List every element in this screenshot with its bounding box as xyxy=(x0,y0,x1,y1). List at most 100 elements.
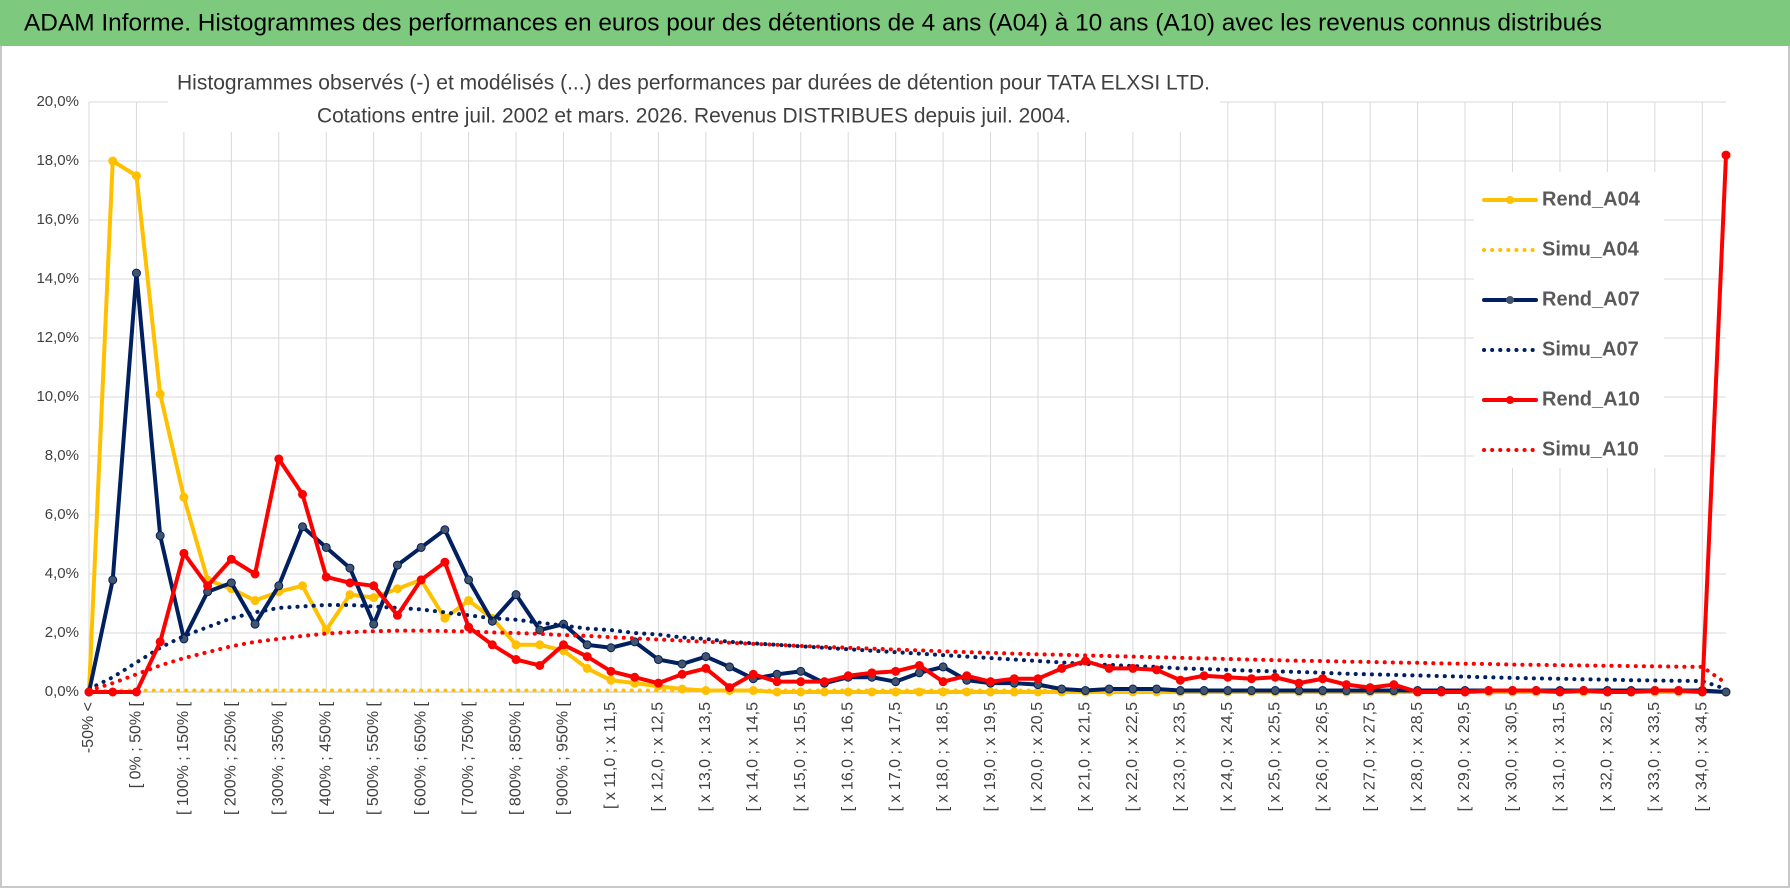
series-marker xyxy=(1579,686,1589,696)
series-marker xyxy=(487,640,497,650)
series-marker xyxy=(725,683,735,693)
series-marker xyxy=(1484,686,1494,696)
series-marker xyxy=(1270,686,1280,696)
series-marker xyxy=(1436,687,1446,697)
series-marker xyxy=(535,660,545,670)
series-marker xyxy=(1104,684,1114,694)
x-tick-label: [ 500% ; 550% [ xyxy=(365,701,382,815)
series-marker xyxy=(511,655,521,665)
series-marker xyxy=(321,542,331,552)
series-marker xyxy=(298,581,308,591)
y-tick-label: 16,0% xyxy=(36,211,79,228)
series-marker xyxy=(1650,686,1660,696)
x-tick-label: [ 700% ; 750% [ xyxy=(460,701,477,815)
series-marker xyxy=(369,593,379,603)
series-marker xyxy=(1223,686,1233,696)
header-title: ADAM Informe. Histogrammes des performan… xyxy=(24,9,1602,36)
series-marker xyxy=(250,569,260,579)
series-marker xyxy=(250,596,260,606)
series-marker xyxy=(748,669,758,679)
chart-subtitle: Cotations entre juil. 2002 et mars. 2026… xyxy=(317,105,1071,128)
title-background xyxy=(168,66,1220,132)
series-marker xyxy=(582,652,592,662)
x-tick-label: [ x 18,0 ; x 18,5 xyxy=(934,702,951,812)
series-marker xyxy=(630,672,640,682)
x-tick-label: [ x 14,0 ; x 14,5 xyxy=(745,702,762,812)
series-line xyxy=(87,628,1728,693)
series-marker xyxy=(653,655,663,665)
x-tick-label: [ x 22,0 ; x 22,5 xyxy=(1124,702,1141,812)
series-marker xyxy=(962,671,972,681)
series-marker xyxy=(677,669,687,679)
x-tick-label: [ x 34,0 ; x 34,5 xyxy=(1693,702,1710,812)
x-tick-label: [ x 31,0 ; x 31,5 xyxy=(1551,702,1568,812)
series-marker xyxy=(796,666,806,676)
series-marker xyxy=(464,575,474,585)
series-marker xyxy=(772,677,782,687)
series-marker xyxy=(1626,687,1636,697)
series-marker xyxy=(1128,663,1138,673)
series-marker xyxy=(558,640,568,650)
series-marker xyxy=(511,590,521,600)
legend-box xyxy=(1474,172,1664,468)
series-marker xyxy=(345,578,355,588)
series-marker xyxy=(1033,674,1043,684)
series-marker xyxy=(1413,687,1423,697)
series-marker xyxy=(1697,687,1707,697)
series-marker xyxy=(1152,684,1162,694)
series-marker xyxy=(416,542,426,552)
y-tick-label: 2,0% xyxy=(45,624,79,641)
series-marker xyxy=(725,662,735,672)
legend-marker xyxy=(1506,196,1514,204)
series-marker xyxy=(891,677,901,687)
series-marker xyxy=(582,640,592,650)
legend-label: Simu_A07 xyxy=(1542,338,1639,360)
header-bar xyxy=(0,0,1790,46)
series-marker xyxy=(1531,686,1541,696)
y-tick-label: 4,0% xyxy=(45,565,79,582)
series-marker xyxy=(1721,150,1731,160)
series-marker xyxy=(1247,674,1257,684)
x-tick-label: [ x 15,0 ; x 15,5 xyxy=(792,702,809,812)
series-line xyxy=(87,688,1728,694)
series-marker xyxy=(392,584,402,594)
x-tick-label: [ x 13,0 ; x 13,5 xyxy=(697,702,714,812)
x-tick-label: [ 300% ; 350% [ xyxy=(270,701,287,815)
series-marker xyxy=(772,669,782,679)
series-marker xyxy=(416,575,426,585)
series-marker xyxy=(1057,663,1067,673)
series-marker xyxy=(274,454,284,464)
x-tick-label: [ 400% ; 450% [ xyxy=(317,701,334,815)
series-marker xyxy=(938,677,948,687)
series-marker xyxy=(1674,686,1684,696)
series-marker xyxy=(653,678,663,688)
y-tick-label: 18,0% xyxy=(36,152,79,169)
x-tick-label: [ x 19,0 ; x 19,5 xyxy=(982,702,999,812)
series-marker xyxy=(179,492,189,502)
series-marker xyxy=(1270,672,1280,682)
series-marker xyxy=(203,581,213,591)
x-tick-label: [ 900% ; 950% [ xyxy=(555,701,572,815)
series-marker xyxy=(1555,687,1565,697)
x-tick-label: [ 600% ; 650% [ xyxy=(412,701,429,815)
series-marker xyxy=(1152,665,1162,675)
x-tick-label: [ 800% ; 850% [ xyxy=(507,701,524,815)
series-marker xyxy=(582,663,592,673)
series-marker xyxy=(131,171,141,181)
series-marker xyxy=(1080,656,1090,666)
series-marker xyxy=(1128,684,1138,694)
y-tick-label: 20,0% xyxy=(36,93,79,110)
series-marker xyxy=(440,525,450,535)
series-marker xyxy=(1341,680,1351,690)
series-marker xyxy=(1365,683,1375,693)
x-tick-label: [ 0% ; 50% [ xyxy=(128,701,145,788)
x-tick-label: [ x 25,0 ; x 25,5 xyxy=(1266,702,1283,812)
series-marker xyxy=(1247,686,1257,696)
series-marker xyxy=(1009,674,1019,684)
series-marker xyxy=(392,610,402,620)
series-marker xyxy=(131,687,141,697)
x-tick-label: [ x 17,0 ; x 17,5 xyxy=(887,702,904,812)
x-tick-label: [ 200% ; 250% [ xyxy=(223,701,240,815)
series-marker xyxy=(1199,686,1209,696)
